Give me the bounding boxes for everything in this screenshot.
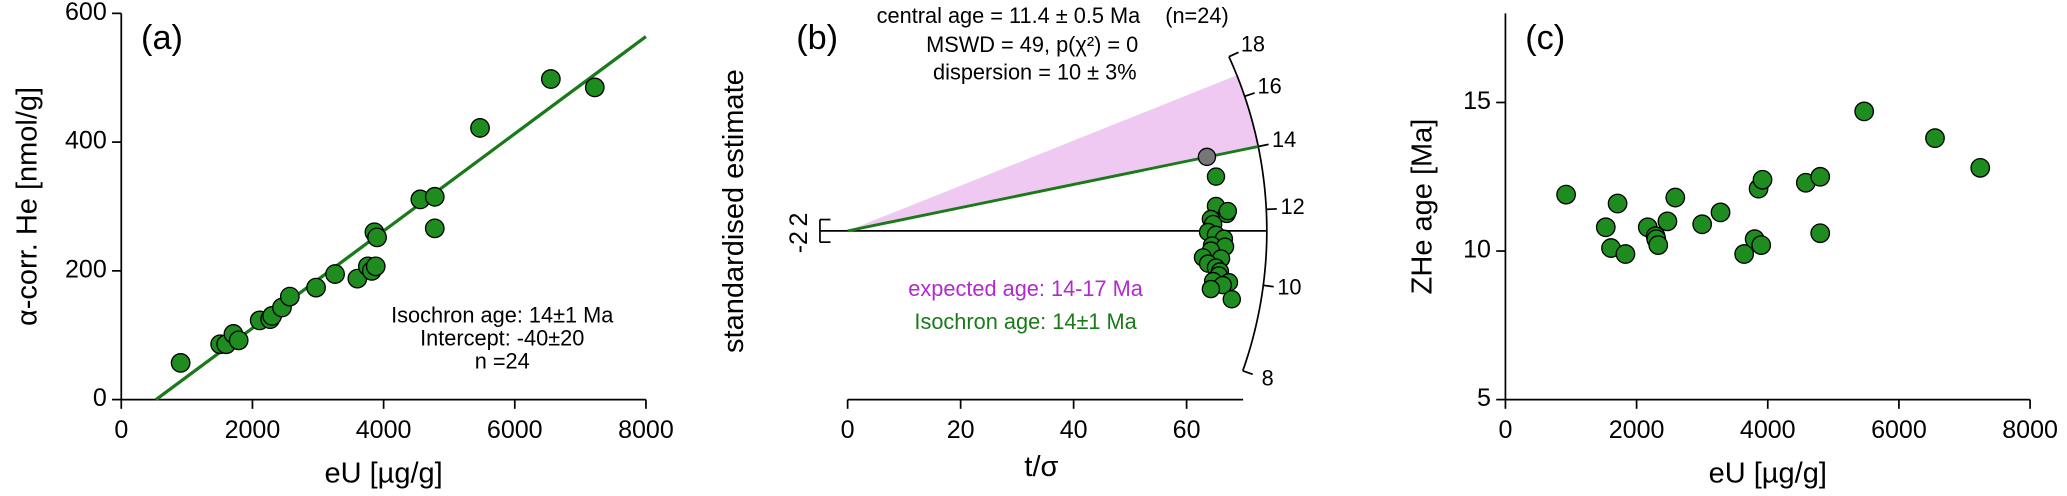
x-tick-label: 0 — [114, 416, 128, 444]
x-tick-label: 6000 — [487, 416, 543, 444]
arc-tick — [1244, 92, 1255, 98]
x-tick-label: 40 — [1060, 416, 1088, 444]
y-axis-label: α-corr. He [nmol/g] — [12, 87, 44, 326]
x-tick-label: 0 — [841, 416, 855, 444]
data-point — [584, 77, 605, 98]
data-point — [1692, 214, 1713, 235]
arc-tick-label: 16 — [1258, 74, 1282, 99]
x-tick-label: 4000 — [356, 416, 412, 444]
arc-tick — [1266, 207, 1277, 211]
arc-tick — [1263, 284, 1274, 288]
arc-tick-label: 18 — [1241, 31, 1265, 56]
data-point — [424, 186, 445, 207]
x-tick-label: 2000 — [225, 416, 281, 444]
x-tick-label: 20 — [947, 416, 975, 444]
y-tick-label: 200 — [65, 255, 107, 283]
data-point — [367, 227, 387, 248]
data-point — [1222, 289, 1242, 309]
expected-wedge — [847, 75, 1259, 231]
data-point — [1751, 235, 1772, 255]
x-tick-label: 4000 — [1740, 416, 1796, 444]
data-point — [1734, 244, 1755, 264]
data-point — [1648, 235, 1669, 255]
data-point — [365, 256, 386, 277]
x-tick-label: 8000 — [618, 416, 674, 444]
data-point — [279, 286, 300, 307]
data-point — [1595, 217, 1616, 238]
annotation: expected age: 14-17 Ma — [908, 276, 1143, 301]
x-tick-label: 0 — [1498, 416, 1512, 444]
annotation: MSWD = 49, p(χ²) = 0 — [926, 32, 1138, 57]
data-point — [228, 330, 249, 351]
y-tick-label: 600 — [65, 0, 107, 26]
data-point — [1206, 167, 1226, 186]
arc-tick — [1258, 143, 1269, 148]
annotation: Isochron age: 14±1 Ma — [914, 309, 1137, 334]
data-point — [170, 353, 191, 373]
data-point — [1607, 193, 1628, 214]
y-tick-label: -2 — [785, 231, 813, 253]
arc-tick — [1228, 51, 1239, 58]
x-axis-label: eU [µg/g] — [324, 457, 442, 489]
data-point — [470, 118, 490, 138]
data-point — [306, 277, 326, 298]
x-tick-label: 8000 — [2002, 416, 2058, 444]
x-tick-label: 6000 — [1871, 416, 1927, 444]
annotation: Isochron age: 14±1 Ma — [391, 302, 614, 327]
x-axis-label: eU [µg/g] — [1709, 457, 1827, 489]
annotation: Intercept: -40±20 — [420, 325, 584, 350]
y-tick-label: 0 — [93, 384, 107, 412]
data-point — [1657, 211, 1678, 232]
data-point — [1201, 279, 1221, 299]
data-point — [1925, 128, 1945, 149]
data-point — [1710, 202, 1731, 223]
data-point — [1665, 187, 1686, 208]
annotation: (n=24) — [1165, 3, 1228, 28]
arc-tick-label: 8 — [1262, 365, 1274, 390]
data-point — [325, 264, 345, 284]
panel-label: (b) — [796, 19, 838, 57]
x-axis-label: t/σ — [1024, 451, 1058, 483]
panel-label: (c) — [1525, 19, 1565, 57]
annotation: n =24 — [475, 348, 530, 373]
isochron-line — [847, 145, 1259, 233]
y-axis-label: ZHe age [Ma] — [1406, 119, 1438, 295]
data-point — [1218, 201, 1238, 221]
y-axis-label: standardised estimate — [718, 69, 750, 353]
data-point — [1556, 184, 1576, 205]
x-tick-label: 60 — [1173, 416, 1201, 444]
data-point — [1752, 169, 1773, 190]
arc-tick — [1242, 370, 1254, 376]
panel-label: (a) — [141, 19, 183, 57]
data-point — [1615, 244, 1636, 264]
annotation: central age = 11.4 ± 0.5 Ma — [877, 3, 1142, 28]
arc-tick-label: 10 — [1277, 274, 1301, 299]
y-tick-label: 2 — [785, 213, 813, 227]
y-tick-label: 15 — [1463, 87, 1491, 115]
data-point — [424, 218, 445, 239]
x-tick-label: 2000 — [1609, 416, 1665, 444]
annotation: dispersion = 10 ± 3% — [933, 60, 1137, 85]
data-point — [1854, 101, 1875, 122]
arc-tick-label: 14 — [1272, 127, 1296, 152]
data-point — [1810, 166, 1831, 187]
y-tick-label: 400 — [65, 127, 107, 155]
y-tick-label: 10 — [1463, 236, 1491, 264]
data-point — [1197, 147, 1217, 167]
data-point — [540, 69, 561, 89]
data-point — [1970, 157, 1991, 178]
y-tick-label: 5 — [1477, 384, 1491, 412]
data-point — [1810, 223, 1831, 244]
arc-tick-label: 12 — [1281, 194, 1305, 219]
